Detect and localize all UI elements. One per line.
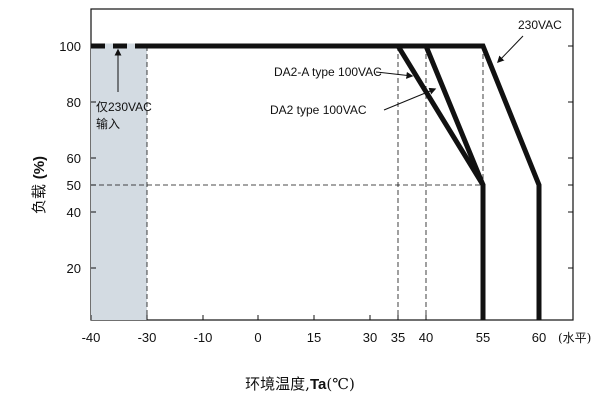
label-da2: DA2 type 100VAC [270, 103, 367, 117]
y-axis-label-prefix: 负载 [30, 179, 48, 214]
y-axis-label: 负载 (%) [30, 156, 48, 214]
x-tick-label-4: 15 [307, 330, 321, 345]
label-230vac: 230VAC [518, 18, 562, 32]
x-tick-label-7: 40 [419, 330, 433, 345]
x-axis-label-prefix: 环境温度, [245, 375, 310, 393]
y-axis-label-strong: (%) [31, 156, 48, 179]
x-tick-label-3: 0 [254, 330, 261, 345]
x-tick-label-0: -40 [82, 330, 101, 345]
y-tick-label-5: 100 [59, 39, 81, 54]
x-tick-label-9: 60 [532, 330, 546, 345]
x-tick-label-6: 35 [391, 330, 405, 345]
x-axis-label-suffix: (℃) [326, 375, 354, 393]
arrow-230vac [497, 35, 524, 64]
y-tick-label-3: 60 [67, 151, 81, 166]
label-input: 输入 [96, 116, 120, 131]
label-da2a: DA2-A type 100VAC [274, 65, 382, 79]
plot-frame [90, 8, 574, 321]
x-tick-label-5: 30 [363, 330, 377, 345]
x-tick-label-2: -10 [194, 330, 213, 345]
x-tick-label-1: -30 [138, 330, 157, 345]
y-tick-label-0: 20 [67, 261, 81, 276]
y-tick-label-2: 50 [67, 178, 81, 193]
arrow-da2a [375, 71, 414, 79]
x-axis-label: 环境温度,Ta(℃) [245, 375, 355, 393]
x-axis-label-strong: Ta [310, 376, 327, 393]
x-axis-unit-note: (水平) [558, 331, 591, 345]
series-line-2 [91, 43, 486, 320]
label-only-230: 仅230VAC [96, 100, 152, 114]
input-only-shaded-region [91, 46, 147, 320]
arrow-da2 [383, 87, 437, 111]
y-tick-label-4: 80 [67, 95, 81, 110]
x-tick-label-8: 55 [476, 330, 490, 345]
y-tick-label-1: 40 [67, 205, 81, 220]
